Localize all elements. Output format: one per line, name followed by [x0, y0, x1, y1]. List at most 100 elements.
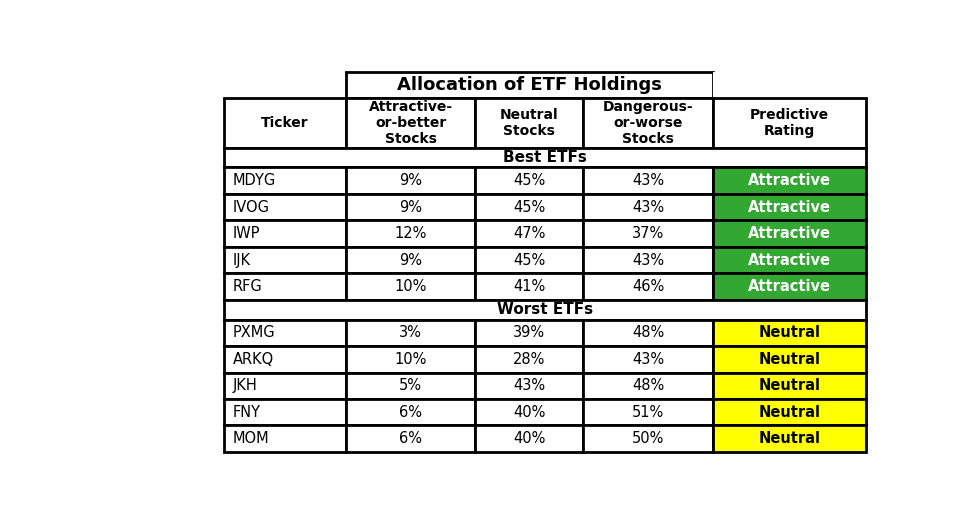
- Bar: [713, 399, 866, 426]
- Text: 45%: 45%: [513, 200, 545, 215]
- Bar: [583, 194, 713, 221]
- Bar: [583, 274, 713, 300]
- Text: 9%: 9%: [399, 173, 422, 188]
- Bar: [713, 274, 866, 300]
- Text: MOM: MOM: [233, 431, 269, 446]
- Bar: [224, 320, 346, 346]
- Text: 39%: 39%: [513, 325, 545, 340]
- Text: FNY: FNY: [233, 405, 261, 420]
- Bar: [224, 274, 346, 300]
- Bar: [713, 194, 866, 221]
- Text: Dangerous-
or-worse
Stocks: Dangerous- or-worse Stocks: [603, 100, 693, 146]
- Bar: [713, 98, 866, 147]
- Bar: [583, 221, 713, 247]
- Bar: [713, 247, 866, 274]
- Bar: [583, 98, 713, 147]
- Text: 3%: 3%: [399, 325, 422, 340]
- Text: Attractive: Attractive: [748, 279, 831, 294]
- Text: Attractive: Attractive: [748, 200, 831, 215]
- Text: 40%: 40%: [513, 405, 545, 420]
- Bar: [583, 426, 713, 452]
- Text: 12%: 12%: [395, 226, 427, 241]
- Bar: [346, 373, 475, 399]
- Text: Neutral: Neutral: [759, 431, 820, 446]
- Text: Best ETFs: Best ETFs: [503, 150, 587, 165]
- Text: IWP: IWP: [233, 226, 260, 241]
- Bar: [346, 346, 475, 373]
- Bar: [224, 373, 346, 399]
- Bar: [713, 72, 866, 98]
- Bar: [583, 168, 713, 194]
- Bar: [713, 168, 866, 194]
- Text: IJK: IJK: [233, 253, 252, 268]
- Bar: [346, 274, 475, 300]
- Text: Neutral: Neutral: [759, 325, 820, 340]
- Text: 9%: 9%: [399, 253, 422, 268]
- Text: 6%: 6%: [399, 431, 422, 446]
- Text: Attractive-
or-better
Stocks: Attractive- or-better Stocks: [369, 100, 452, 146]
- Text: Neutral: Neutral: [759, 378, 820, 393]
- Text: 51%: 51%: [632, 405, 664, 420]
- Bar: [475, 399, 583, 426]
- Bar: [713, 320, 866, 346]
- Text: MDYG: MDYG: [233, 173, 276, 188]
- Bar: [224, 346, 346, 373]
- Bar: [224, 168, 346, 194]
- Bar: [346, 221, 475, 247]
- Text: ARKQ: ARKQ: [233, 352, 274, 367]
- Bar: [224, 72, 346, 98]
- Bar: [475, 221, 583, 247]
- Bar: [346, 168, 475, 194]
- Text: PXMG: PXMG: [233, 325, 276, 340]
- Text: 50%: 50%: [632, 431, 664, 446]
- Text: 9%: 9%: [399, 200, 422, 215]
- Bar: [224, 399, 346, 426]
- Bar: [224, 147, 866, 168]
- Bar: [346, 399, 475, 426]
- Bar: [583, 399, 713, 426]
- Text: Attractive: Attractive: [748, 253, 831, 268]
- Text: Allocation of ETF Holdings: Allocation of ETF Holdings: [397, 76, 662, 94]
- Text: Ticker: Ticker: [261, 116, 309, 130]
- Text: 43%: 43%: [513, 378, 545, 393]
- Bar: [475, 274, 583, 300]
- Bar: [346, 247, 475, 274]
- Bar: [713, 426, 866, 452]
- Bar: [713, 221, 866, 247]
- Text: 43%: 43%: [632, 253, 664, 268]
- Bar: [224, 194, 346, 221]
- Text: 41%: 41%: [513, 279, 545, 294]
- Bar: [346, 72, 713, 98]
- Text: JKH: JKH: [233, 378, 257, 393]
- Bar: [475, 426, 583, 452]
- Text: 43%: 43%: [632, 200, 664, 215]
- Bar: [475, 320, 583, 346]
- Text: Predictive
Rating: Predictive Rating: [750, 108, 829, 138]
- Text: 40%: 40%: [513, 431, 545, 446]
- Bar: [224, 221, 346, 247]
- Text: 43%: 43%: [632, 352, 664, 367]
- Text: 6%: 6%: [399, 405, 422, 420]
- Text: Worst ETFs: Worst ETFs: [497, 302, 593, 317]
- Bar: [713, 373, 866, 399]
- Text: 10%: 10%: [395, 352, 427, 367]
- Text: 37%: 37%: [632, 226, 664, 241]
- Text: 48%: 48%: [632, 325, 664, 340]
- Bar: [475, 373, 583, 399]
- Bar: [346, 426, 475, 452]
- Bar: [475, 346, 583, 373]
- Text: 5%: 5%: [399, 378, 422, 393]
- Text: 47%: 47%: [513, 226, 545, 241]
- Text: Attractive: Attractive: [748, 226, 831, 241]
- Bar: [224, 426, 346, 452]
- Bar: [583, 346, 713, 373]
- Text: Attractive: Attractive: [748, 173, 831, 188]
- Text: Neutral: Neutral: [759, 405, 820, 420]
- Text: 28%: 28%: [513, 352, 545, 367]
- Text: IVOG: IVOG: [233, 200, 270, 215]
- Text: 43%: 43%: [632, 173, 664, 188]
- Text: Neutral
Stocks: Neutral Stocks: [500, 108, 559, 138]
- Bar: [583, 320, 713, 346]
- Text: 48%: 48%: [632, 378, 664, 393]
- Bar: [583, 247, 713, 274]
